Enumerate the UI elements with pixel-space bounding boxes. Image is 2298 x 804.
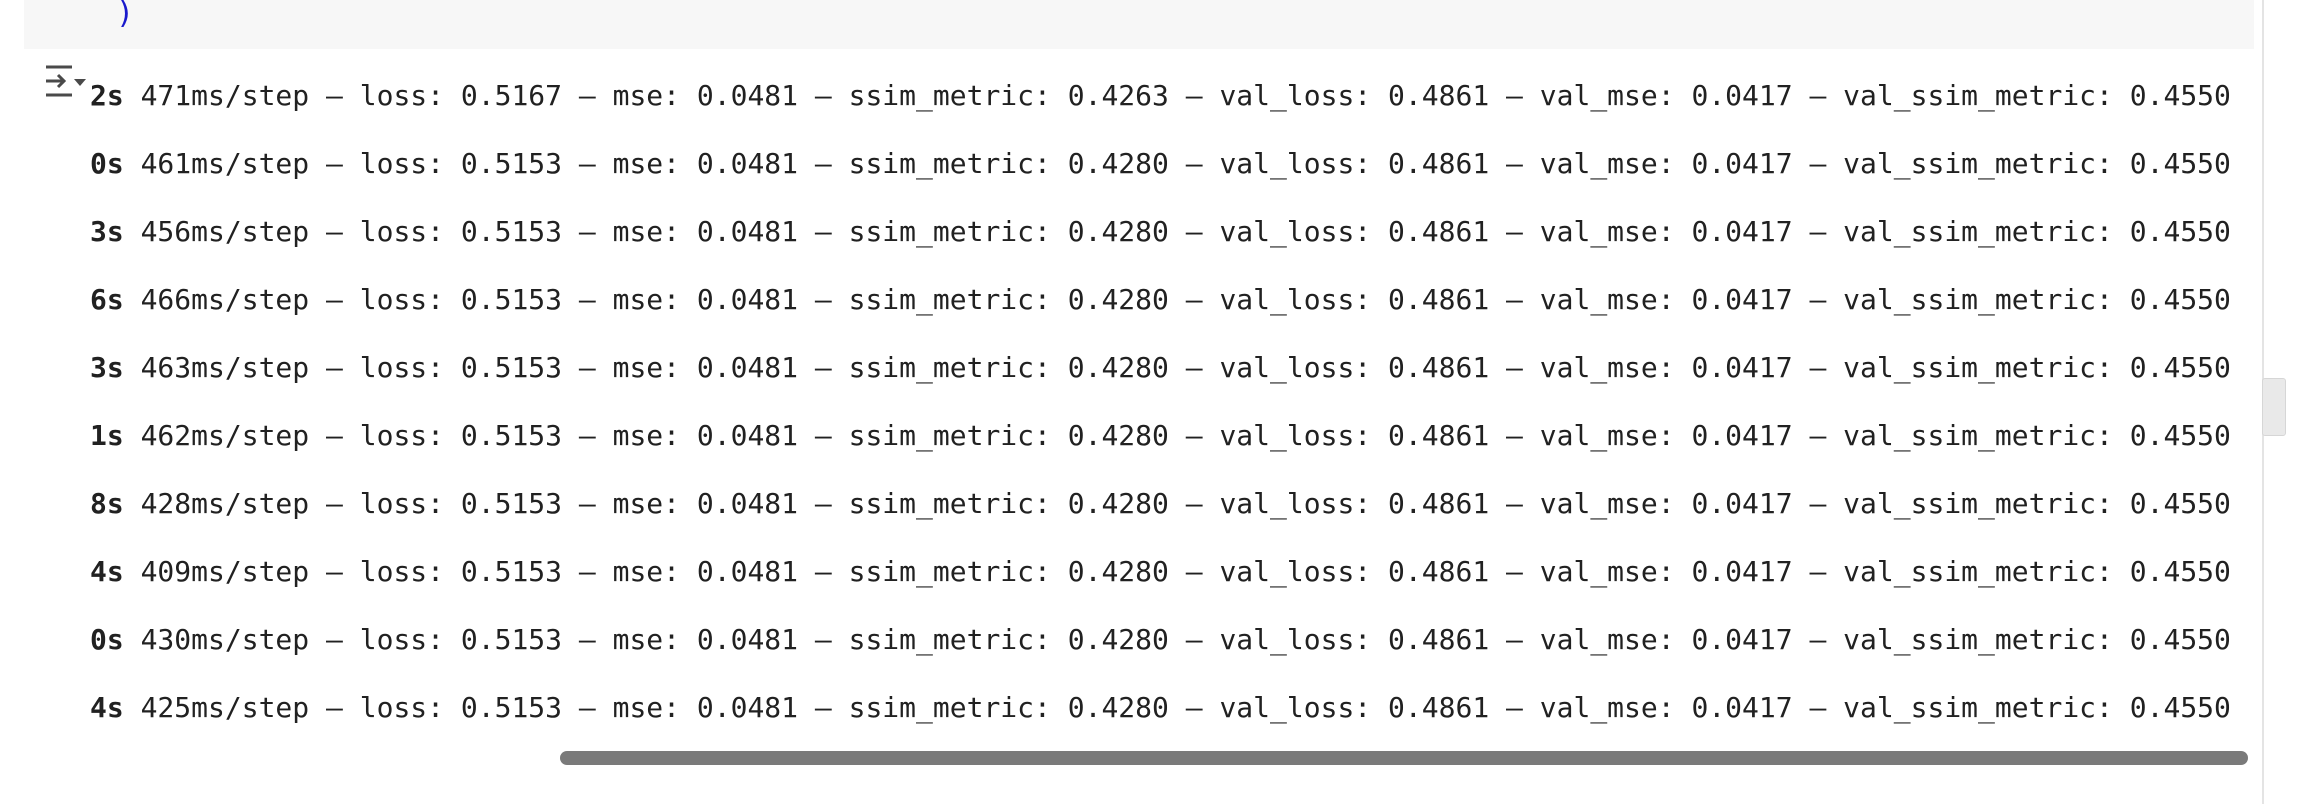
output-toggle-icon: [46, 65, 86, 97]
log-line: 6s 466ms/step – loss: 0.5153 – mse: 0.04…: [90, 280, 2231, 320]
log-metrics: 428ms/step – loss: 0.5153 – mse: 0.0481 …: [123, 487, 2231, 520]
vertical-scrollbar-thumb[interactable]: [2262, 378, 2286, 436]
log-eta: 0s: [90, 623, 124, 656]
code-cell[interactable]: ): [24, 0, 2254, 49]
log-eta: 1s: [90, 419, 124, 452]
log-metrics: 461ms/step – loss: 0.5153 – mse: 0.0481 …: [123, 147, 2231, 180]
log-eta: 4s: [90, 555, 124, 588]
log-metrics: 471ms/step – loss: 0.5167 – mse: 0.0481 …: [123, 79, 2231, 112]
log-line: 4s 425ms/step – loss: 0.5153 – mse: 0.04…: [90, 688, 2231, 728]
log-eta: 4s: [90, 691, 124, 724]
log-metrics: 466ms/step – loss: 0.5153 – mse: 0.0481 …: [123, 283, 2231, 316]
code-closing-paren: ): [116, 0, 135, 31]
log-eta: 8s: [90, 487, 124, 520]
log-eta: 6s: [90, 283, 124, 316]
horizontal-scrollbar[interactable]: [560, 751, 2248, 765]
log-line: 1s 462ms/step – loss: 0.5153 – mse: 0.04…: [90, 416, 2231, 456]
log-metrics: 430ms/step – loss: 0.5153 – mse: 0.0481 …: [123, 623, 2231, 656]
log-metrics: 463ms/step – loss: 0.5153 – mse: 0.0481 …: [123, 351, 2231, 384]
log-metrics: 456ms/step – loss: 0.5153 – mse: 0.0481 …: [123, 215, 2231, 248]
log-line: 3s 456ms/step – loss: 0.5153 – mse: 0.04…: [90, 212, 2231, 252]
log-eta: 3s: [90, 215, 124, 248]
log-line: 0s 461ms/step – loss: 0.5153 – mse: 0.04…: [90, 144, 2231, 184]
log-line: 0s 430ms/step – loss: 0.5153 – mse: 0.04…: [90, 620, 2231, 660]
log-line: 3s 463ms/step – loss: 0.5153 – mse: 0.04…: [90, 348, 2231, 388]
log-line: 8s 428ms/step – loss: 0.5153 – mse: 0.04…: [90, 484, 2231, 524]
log-eta: 3s: [90, 351, 124, 384]
log-line: 2s 471ms/step – loss: 0.5167 – mse: 0.04…: [90, 76, 2231, 116]
log-eta: 2s: [90, 79, 124, 112]
log-metrics: 462ms/step – loss: 0.5153 – mse: 0.0481 …: [123, 419, 2231, 452]
output-toggle-button[interactable]: [42, 62, 90, 104]
log-eta: 0s: [90, 147, 124, 180]
cell-output: 2s 471ms/step – loss: 0.5167 – mse: 0.04…: [90, 70, 2250, 750]
log-metrics: 409ms/step – loss: 0.5153 – mse: 0.0481 …: [123, 555, 2231, 588]
log-metrics: 425ms/step – loss: 0.5153 – mse: 0.0481 …: [123, 691, 2231, 724]
log-line: 4s 409ms/step – loss: 0.5153 – mse: 0.04…: [90, 552, 2231, 592]
